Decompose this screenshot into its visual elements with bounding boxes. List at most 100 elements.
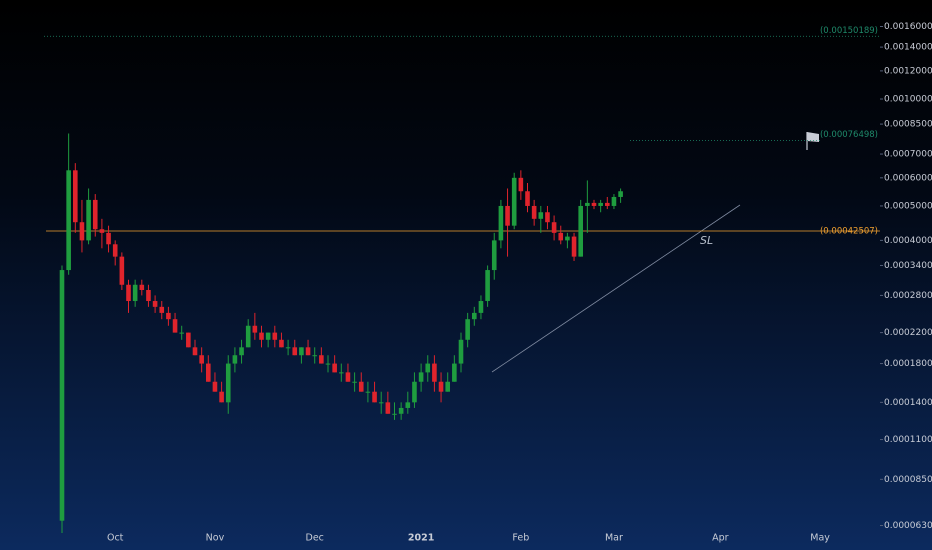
candle-body xyxy=(219,391,224,403)
candle-body xyxy=(598,202,603,206)
candle-body xyxy=(385,402,391,414)
candle-body xyxy=(325,363,331,365)
candle-body xyxy=(465,319,470,340)
candle-body xyxy=(272,332,278,340)
candle-body xyxy=(66,170,71,271)
candle-body xyxy=(571,236,577,257)
x-tick-label: Feb xyxy=(512,533,529,544)
candle-body xyxy=(432,363,437,382)
candle-body xyxy=(186,332,191,348)
candle-body xyxy=(565,236,570,241)
candle-body xyxy=(345,372,351,382)
candle-body xyxy=(585,202,590,206)
candle-body xyxy=(166,312,171,320)
candle-body xyxy=(578,205,583,257)
candle-body xyxy=(292,347,298,356)
candle-body xyxy=(558,232,564,241)
candle-body xyxy=(538,212,544,219)
candle-body xyxy=(425,363,431,373)
candle-body xyxy=(305,347,311,356)
candle-body xyxy=(106,232,111,245)
candle-body xyxy=(73,170,78,223)
candle-body xyxy=(225,363,231,403)
x-tick-label: Oct xyxy=(107,533,124,544)
candle-body xyxy=(378,402,384,404)
candle-body xyxy=(312,355,317,357)
candle-body xyxy=(591,202,597,206)
candle-body xyxy=(86,199,91,241)
level-label: (0.00042507) xyxy=(820,227,878,237)
level-label: (0.00150189) xyxy=(820,26,878,36)
candle-body xyxy=(259,332,264,340)
candle-body xyxy=(525,191,530,206)
candle-body xyxy=(112,244,118,257)
candle-body xyxy=(232,355,238,364)
candle-body xyxy=(438,381,444,392)
annotation-text: SL xyxy=(700,234,713,247)
candle-body xyxy=(478,301,484,313)
candle-body xyxy=(199,355,204,364)
x-tick-label: 2021 xyxy=(408,533,434,544)
candle-body xyxy=(372,391,377,403)
candle-body xyxy=(159,306,165,313)
candle-body xyxy=(518,177,524,192)
candle-body xyxy=(472,312,477,320)
x-tick-label: Nov xyxy=(206,533,225,544)
candle-body xyxy=(126,284,131,302)
candle-body xyxy=(531,205,537,219)
candle-body xyxy=(332,363,337,373)
candle-body xyxy=(491,240,497,271)
candle-body xyxy=(452,363,457,382)
candle-body xyxy=(192,347,198,356)
candle-body xyxy=(239,347,244,356)
candle-body xyxy=(299,347,304,356)
candle-body xyxy=(398,407,404,414)
flag-icon xyxy=(806,132,819,150)
candle-body xyxy=(352,381,357,383)
trend-line xyxy=(491,204,741,373)
candle-body xyxy=(252,325,258,333)
candle-body xyxy=(412,381,417,403)
candle-body xyxy=(265,332,271,340)
candle-body xyxy=(405,402,411,408)
candle-body xyxy=(505,205,510,226)
candle-body xyxy=(551,222,557,233)
candle-body xyxy=(545,212,550,223)
candle-body xyxy=(146,289,151,302)
candle-body xyxy=(79,222,85,241)
candle-body xyxy=(485,270,490,302)
candle-body xyxy=(618,191,623,197)
level-label: (0.00076498) xyxy=(820,130,878,140)
candle-body xyxy=(279,339,284,348)
x-tick-label: Mar xyxy=(605,533,623,544)
candle-body xyxy=(605,202,610,206)
candle-body xyxy=(358,381,364,392)
candle-body xyxy=(59,270,65,521)
y-tick-label: 0.00006300 xyxy=(884,521,932,531)
candle-body xyxy=(206,363,211,382)
candle-body xyxy=(152,301,158,307)
candle-body xyxy=(418,372,424,382)
x-tick-label: Dec xyxy=(306,533,324,544)
candle-body xyxy=(172,319,178,333)
candle-body xyxy=(179,332,184,334)
candle-body xyxy=(92,199,98,230)
candle-body xyxy=(458,339,464,364)
